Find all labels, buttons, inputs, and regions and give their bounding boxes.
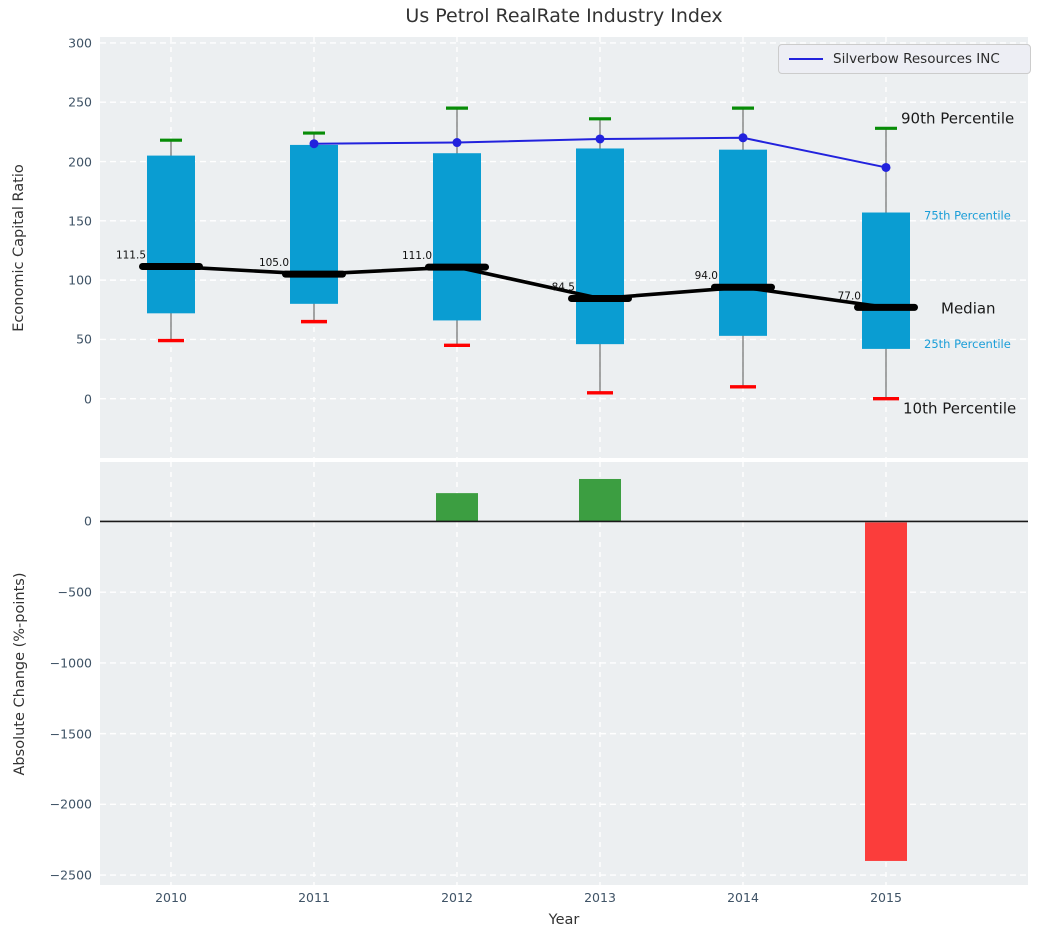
- barchart-canvas: [100, 462, 1028, 885]
- iqr-box-2014: [719, 149, 767, 336]
- boxplot-canvas: 111.5 105.0 111.0 84.5 94.0 77.0 90th Percenti…: [100, 37, 1028, 458]
- xtick-label-2011: 2011: [298, 890, 330, 905]
- company-point-2012: [452, 138, 462, 148]
- chart-title: Us Petrol RealRate Industry Index: [405, 5, 723, 27]
- median-value-label-2013: 84.5: [552, 281, 575, 293]
- iqr-box-2011: [290, 144, 338, 304]
- annotation-90th-percentile: 90th Percentile: [901, 109, 1014, 127]
- ytick-label-top: 250: [68, 94, 92, 110]
- company-point-2014: [738, 133, 748, 143]
- median-value-label-2014: 94.0: [695, 270, 718, 282]
- iqr-box-2015: [862, 212, 910, 349]
- ytick-label-bottom: 0: [84, 513, 92, 529]
- iqr-box-2010: [147, 155, 195, 314]
- ytick-label-top: 100: [68, 272, 92, 288]
- median-segment-2015: [854, 303, 918, 311]
- ytick-label-top: 300: [68, 35, 92, 51]
- annotation-10th-percentile: 10th Percentile: [903, 400, 1016, 418]
- xtick-label-2014: 2014: [727, 890, 759, 905]
- xtick-label-2010: 2010: [155, 890, 187, 905]
- ytick-label-top: 0: [84, 391, 92, 407]
- ytick-label-bottom: −1500: [49, 726, 92, 742]
- bottom-axes: [100, 462, 1028, 885]
- ytick-label-top: 200: [68, 154, 92, 170]
- median-value-label-2011: 105.0: [259, 257, 289, 269]
- median-value-label-2012: 111.0: [402, 250, 432, 262]
- annotation-25th-percentile: 25th Percentile: [924, 337, 1011, 351]
- ytick-label-bottom: −2500: [49, 867, 92, 883]
- company-point-2011: [309, 139, 319, 149]
- median-segment-2014: [711, 283, 775, 291]
- xtick-label-2013: 2013: [584, 890, 616, 905]
- ytick-label-bottom: −500: [57, 584, 92, 600]
- bar-2013: [579, 478, 621, 522]
- xtick-label-2015: 2015: [870, 890, 902, 905]
- ytick-label-top: 50: [76, 331, 92, 347]
- annotation-median: Median: [941, 299, 996, 317]
- median-value-label-2010: 111.5: [116, 249, 146, 261]
- company-point-2015: [881, 162, 891, 172]
- bar-2012: [436, 493, 478, 522]
- ytick-label-bottom: −2000: [49, 796, 92, 812]
- ytick-label-bottom: −1000: [49, 655, 92, 671]
- median-segment-2012: [425, 263, 489, 271]
- top-axes: 111.5 105.0 111.0 84.5 94.0 77.0 90th Percenti…: [100, 37, 1028, 458]
- iqr-box-2012: [433, 153, 481, 321]
- median-value-label-2015: 77.0: [838, 290, 861, 302]
- median-line: [170, 264, 887, 310]
- iqr-box-2013: [576, 148, 624, 345]
- legend-label: Silverbow Resources INC: [833, 51, 1000, 67]
- bar-2015: [865, 522, 907, 861]
- legend-line-swatch: [789, 58, 823, 60]
- x-axis-label: Year: [548, 912, 580, 928]
- median-segment-2010: [139, 262, 203, 270]
- ytick-label-top: 150: [68, 213, 92, 229]
- annotation-75th-percentile: 75th Percentile: [924, 209, 1011, 223]
- legend: Silverbow Resources INC: [778, 44, 1031, 74]
- median-segment-2013: [568, 294, 632, 302]
- median-segment-2011: [282, 270, 346, 278]
- xtick-label-2012: 2012: [441, 890, 473, 905]
- company-point-2013: [595, 134, 605, 144]
